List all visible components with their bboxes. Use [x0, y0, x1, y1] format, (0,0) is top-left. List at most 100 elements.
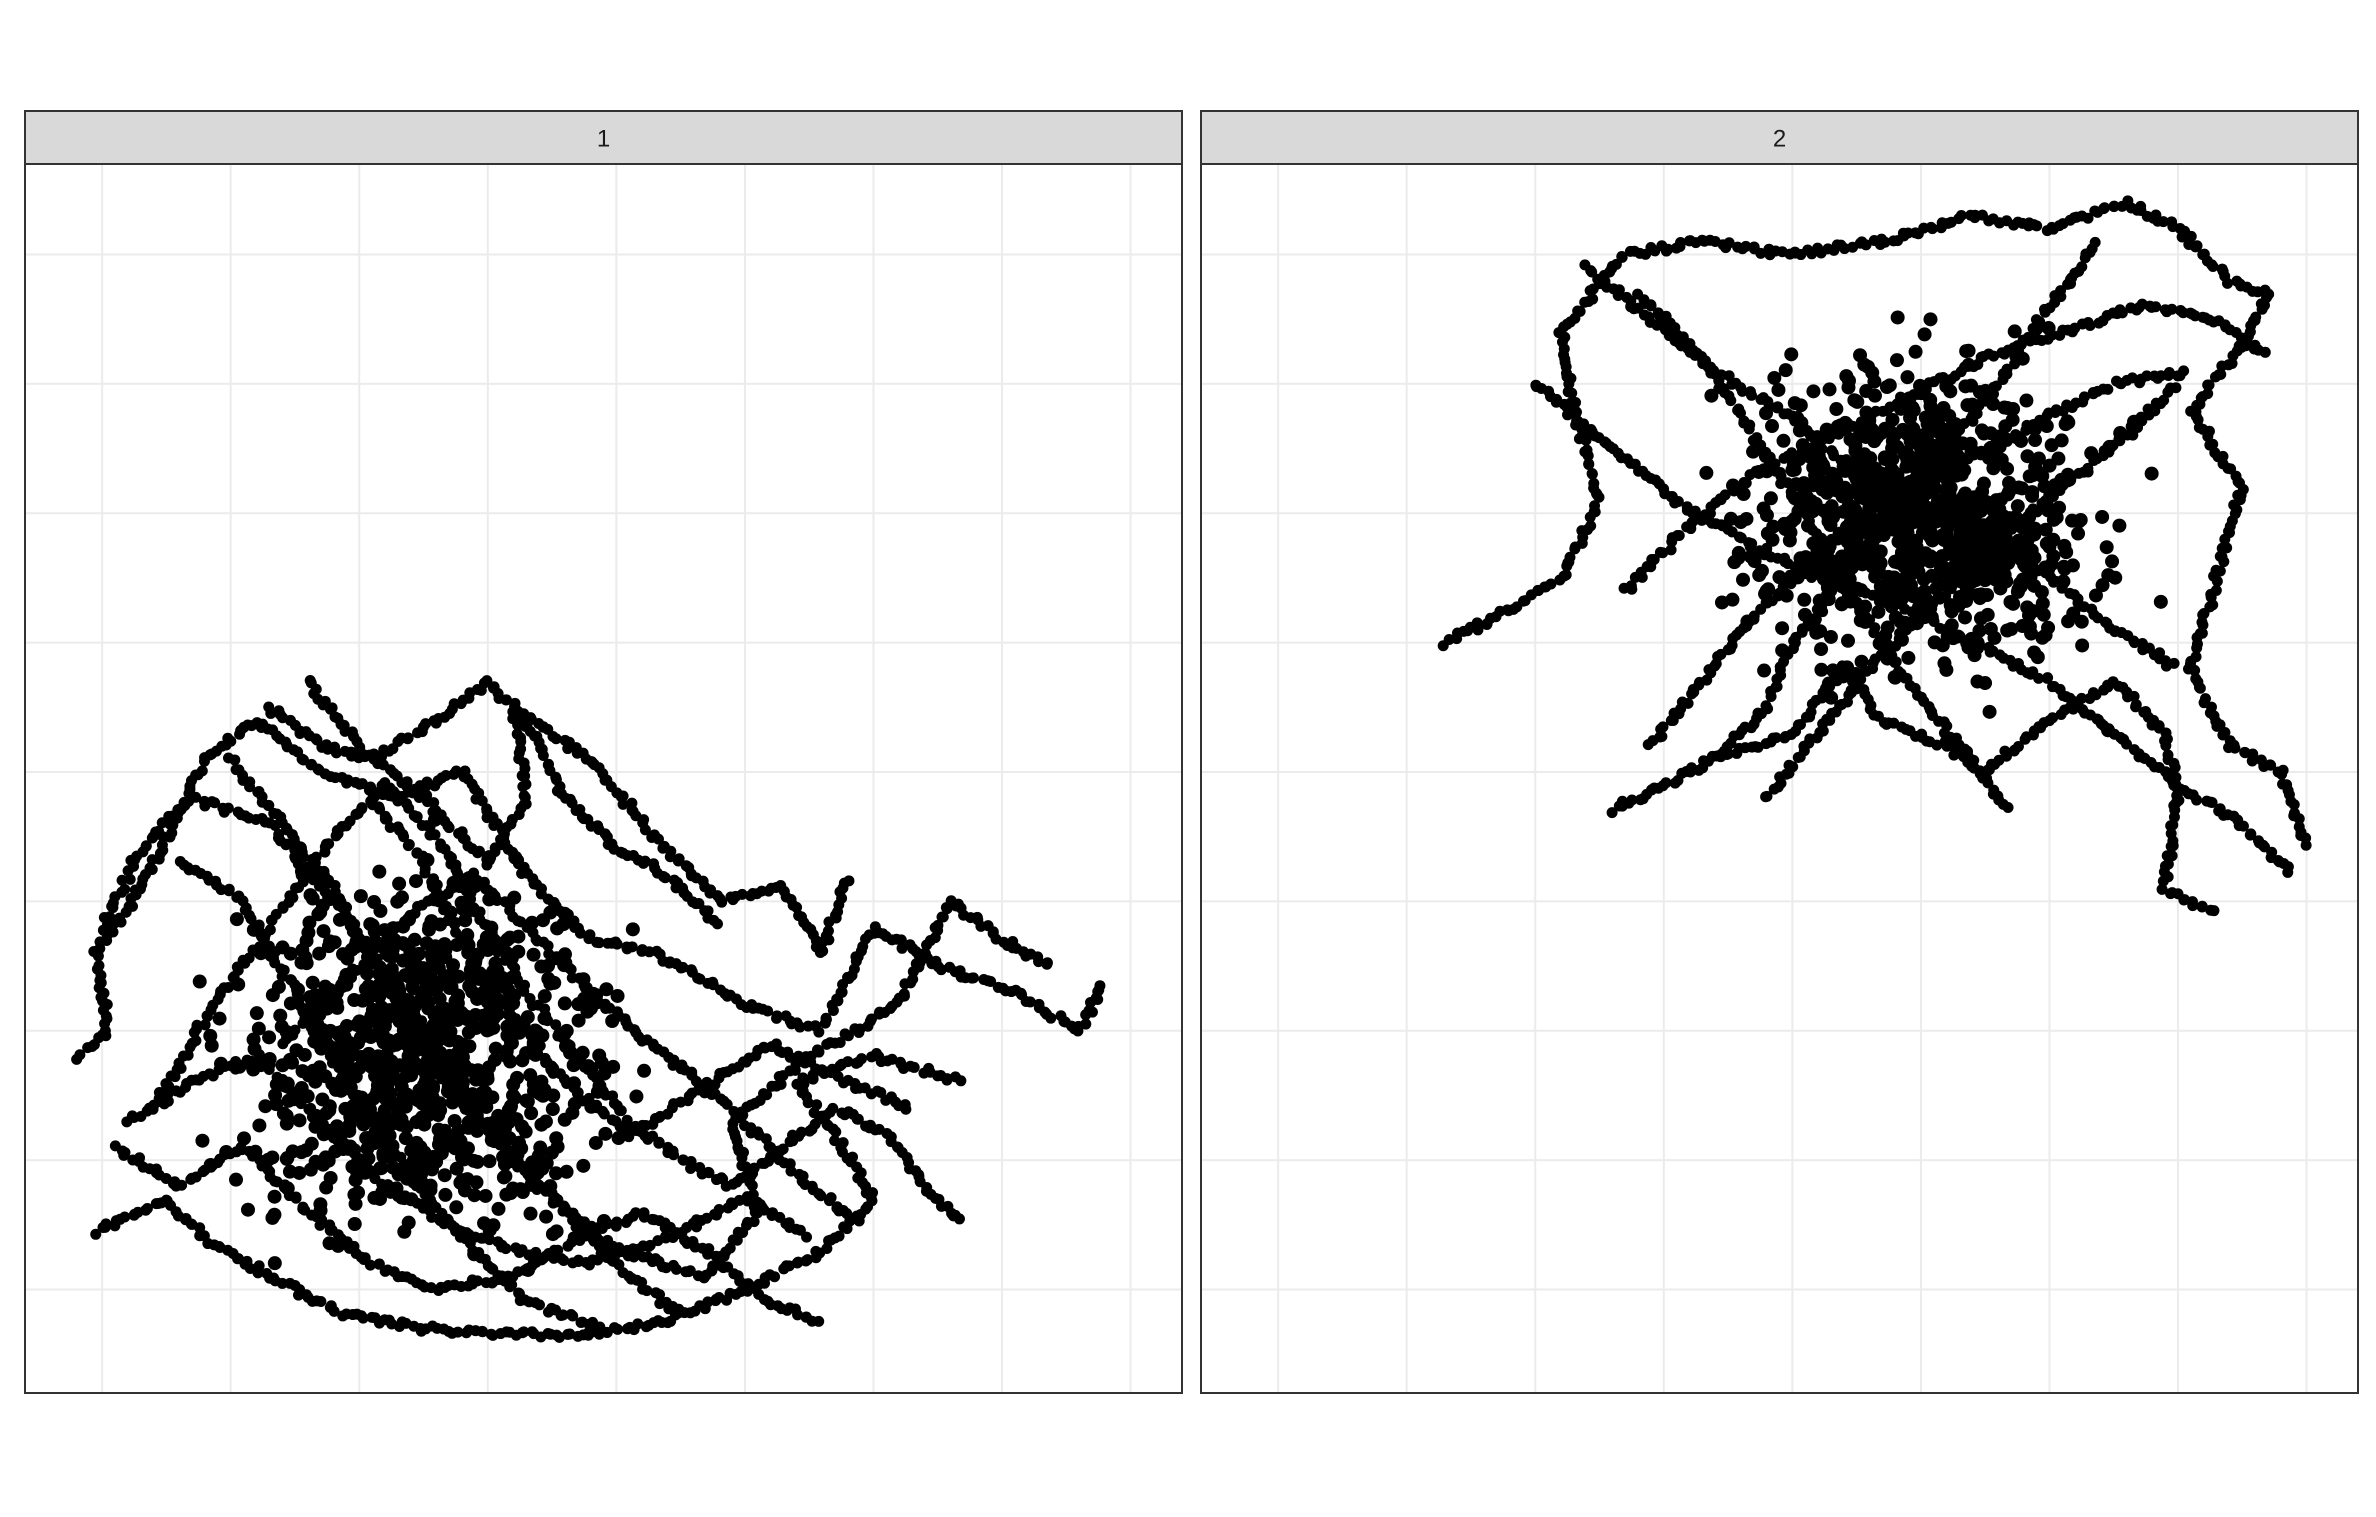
data-point [2024, 627, 2038, 641]
data-point [300, 934, 314, 948]
data-point [2071, 527, 2085, 541]
data-point [1962, 344, 1976, 358]
data-point [313, 905, 327, 919]
data-point [491, 1202, 505, 1216]
data-point [145, 1103, 156, 1114]
data-point [386, 1116, 400, 1130]
data-point [1901, 651, 1915, 665]
data-point [477, 1216, 491, 1230]
data-point [360, 1142, 374, 1156]
data-point [1943, 538, 1957, 552]
data-point [900, 1104, 911, 1115]
data-point [230, 912, 244, 926]
data-point [366, 919, 380, 933]
data-point [430, 829, 441, 840]
data-point [368, 1003, 382, 1017]
data-point [478, 1019, 492, 1033]
data-point [2028, 522, 2042, 536]
data-point [1045, 1013, 1056, 1024]
data-point [2057, 560, 2071, 574]
data-point [2166, 841, 2177, 852]
data-point [801, 1232, 812, 1243]
data-point [1771, 383, 1785, 397]
data-point [1957, 489, 1971, 503]
data-point [955, 1075, 966, 1086]
data-point [1865, 556, 1879, 570]
data-point [291, 1193, 302, 1204]
data-point [2208, 905, 2219, 916]
data-point [1909, 345, 1923, 359]
data-point [229, 754, 240, 765]
data-point [1923, 555, 1937, 569]
data-point [539, 1115, 553, 1129]
data-point [1784, 347, 1798, 361]
data-point [225, 736, 236, 747]
data-point [432, 1004, 446, 1018]
data-point [433, 1132, 447, 1146]
data-point [304, 888, 318, 902]
data-point [293, 1113, 307, 1127]
data-point [323, 1099, 337, 1113]
data-point [354, 889, 368, 903]
data-point [1699, 466, 1713, 480]
data-point [504, 1281, 515, 1292]
data-point [272, 980, 286, 994]
data-point [1829, 402, 1843, 416]
data-point [2099, 202, 2110, 213]
data-point [1900, 370, 1914, 384]
data-point [453, 1176, 467, 1190]
data-point [1835, 596, 1849, 610]
data-point [2187, 900, 2198, 911]
data-point [366, 1115, 377, 1126]
data-point [543, 977, 557, 991]
data-point [954, 1213, 965, 1224]
data-point [404, 839, 415, 850]
data-point [395, 890, 409, 904]
data-point [527, 948, 541, 962]
data-point [1764, 491, 1778, 505]
data-point [2075, 615, 2089, 629]
data-point [673, 1304, 684, 1315]
data-point [378, 1091, 392, 1105]
data-point [1806, 572, 1817, 583]
data-point [324, 1171, 338, 1185]
data-point [497, 1170, 511, 1184]
data-point [826, 1192, 837, 1203]
data-point [392, 877, 406, 891]
data-point [2301, 840, 2312, 851]
data-point [2040, 537, 2054, 551]
data-point [499, 1114, 513, 1128]
data-point [1903, 517, 1917, 531]
data-point [1923, 312, 1937, 326]
data-point [546, 1102, 560, 1116]
data-point [1975, 423, 1989, 437]
data-point [1939, 663, 1953, 677]
data-point [1958, 539, 1972, 553]
data-point [1094, 980, 1105, 991]
data-point [367, 895, 381, 909]
data-point [344, 1112, 358, 1126]
data-point [524, 1207, 538, 1221]
data-point [1891, 310, 1905, 324]
data-point [627, 941, 638, 952]
data-point [2021, 542, 2035, 556]
data-point [1898, 572, 1912, 586]
data-point [1823, 382, 1837, 396]
data-point [438, 1188, 452, 1202]
data-point [1674, 241, 1685, 252]
data-point [449, 1200, 463, 1214]
data-point [448, 1114, 462, 1128]
data-point [909, 1062, 920, 1073]
data-point [195, 1134, 209, 1148]
data-point [380, 1011, 394, 1025]
data-point [519, 1125, 533, 1139]
data-point [968, 972, 979, 983]
data-point [267, 1208, 281, 1222]
data-point [1746, 390, 1757, 401]
data-point [262, 1030, 276, 1044]
data-point [558, 1113, 572, 1127]
data-point [1736, 573, 1750, 587]
data-point [1920, 513, 1934, 527]
data-point [348, 1217, 362, 1231]
data-point [1997, 401, 2011, 415]
